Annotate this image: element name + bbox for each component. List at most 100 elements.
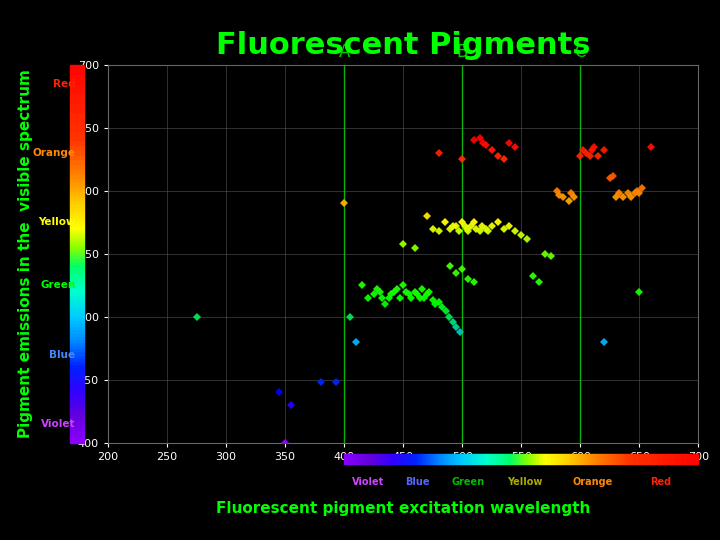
Bar: [70, 112, 84, 122]
Bar: [590, 454, 592, 463]
Bar: [70, 231, 84, 233]
Bar: [415, 454, 417, 463]
Bar: [588, 454, 590, 463]
Bar: [70, 314, 84, 317]
Bar: [531, 454, 533, 463]
Bar: [484, 454, 486, 463]
Bar: [70, 383, 84, 386]
Bar: [562, 454, 564, 463]
Bar: [70, 326, 84, 329]
Bar: [70, 159, 84, 164]
Bar: [452, 454, 454, 463]
Bar: [385, 454, 387, 463]
Bar: [70, 389, 84, 393]
Bar: [444, 454, 446, 463]
Bar: [70, 285, 84, 288]
Bar: [70, 210, 84, 213]
Bar: [547, 454, 549, 463]
Bar: [374, 454, 376, 463]
Bar: [598, 454, 601, 463]
Bar: [601, 454, 604, 463]
Bar: [70, 276, 84, 279]
Bar: [70, 411, 84, 415]
Bar: [561, 454, 562, 463]
Bar: [70, 427, 84, 430]
Bar: [70, 228, 84, 231]
Bar: [569, 454, 570, 463]
Bar: [70, 235, 84, 238]
Bar: [464, 454, 466, 463]
Bar: [400, 454, 401, 463]
Bar: [429, 454, 431, 463]
Bar: [431, 454, 433, 463]
Bar: [541, 454, 542, 463]
Bar: [582, 454, 584, 463]
Bar: [669, 454, 675, 463]
Text: Orange: Orange: [32, 148, 76, 158]
Bar: [70, 233, 84, 235]
Bar: [607, 454, 610, 463]
Text: Red: Red: [53, 79, 76, 89]
Bar: [70, 317, 84, 320]
Bar: [610, 454, 613, 463]
Bar: [70, 257, 84, 259]
Bar: [459, 454, 460, 463]
Bar: [384, 454, 385, 463]
Bar: [70, 358, 84, 361]
Bar: [586, 454, 588, 463]
Bar: [621, 454, 625, 463]
Bar: [592, 454, 595, 463]
Bar: [366, 454, 368, 463]
Bar: [482, 454, 484, 463]
Text: Yellow: Yellow: [507, 477, 542, 487]
Bar: [70, 436, 84, 440]
Bar: [70, 434, 84, 436]
Bar: [613, 454, 616, 463]
Bar: [435, 454, 436, 463]
Bar: [527, 454, 528, 463]
Bar: [530, 454, 531, 463]
Bar: [392, 454, 393, 463]
Bar: [70, 191, 84, 194]
Text: Green: Green: [40, 280, 76, 291]
Bar: [387, 454, 390, 463]
Text: Green: Green: [451, 477, 485, 487]
Bar: [348, 454, 350, 463]
Text: Yellow: Yellow: [38, 217, 76, 227]
Bar: [513, 454, 514, 463]
Bar: [70, 145, 84, 150]
Bar: [356, 454, 358, 463]
Bar: [460, 454, 462, 463]
Title: Fluorescent Pigments: Fluorescent Pigments: [216, 31, 590, 60]
Bar: [70, 374, 84, 377]
Bar: [520, 454, 521, 463]
Bar: [70, 140, 84, 145]
Bar: [358, 454, 360, 463]
Bar: [405, 454, 407, 463]
Bar: [595, 454, 598, 463]
Bar: [70, 355, 84, 357]
Bar: [70, 415, 84, 417]
Bar: [553, 454, 554, 463]
Bar: [419, 454, 421, 463]
Bar: [403, 454, 405, 463]
Bar: [528, 454, 530, 463]
Bar: [578, 454, 580, 463]
Bar: [502, 454, 503, 463]
Bar: [651, 454, 657, 463]
Bar: [417, 454, 419, 463]
Bar: [498, 454, 500, 463]
Bar: [490, 454, 492, 463]
Bar: [70, 245, 84, 247]
Y-axis label: Pigment emissions in the  visible spectrum: Pigment emissions in the visible spectru…: [19, 69, 33, 438]
Bar: [70, 333, 84, 336]
Bar: [443, 454, 444, 463]
Bar: [350, 454, 352, 463]
Bar: [628, 454, 634, 463]
Bar: [70, 408, 84, 411]
Bar: [533, 454, 534, 463]
Bar: [70, 304, 84, 307]
Bar: [70, 207, 84, 210]
Bar: [536, 454, 538, 463]
Bar: [70, 164, 84, 169]
